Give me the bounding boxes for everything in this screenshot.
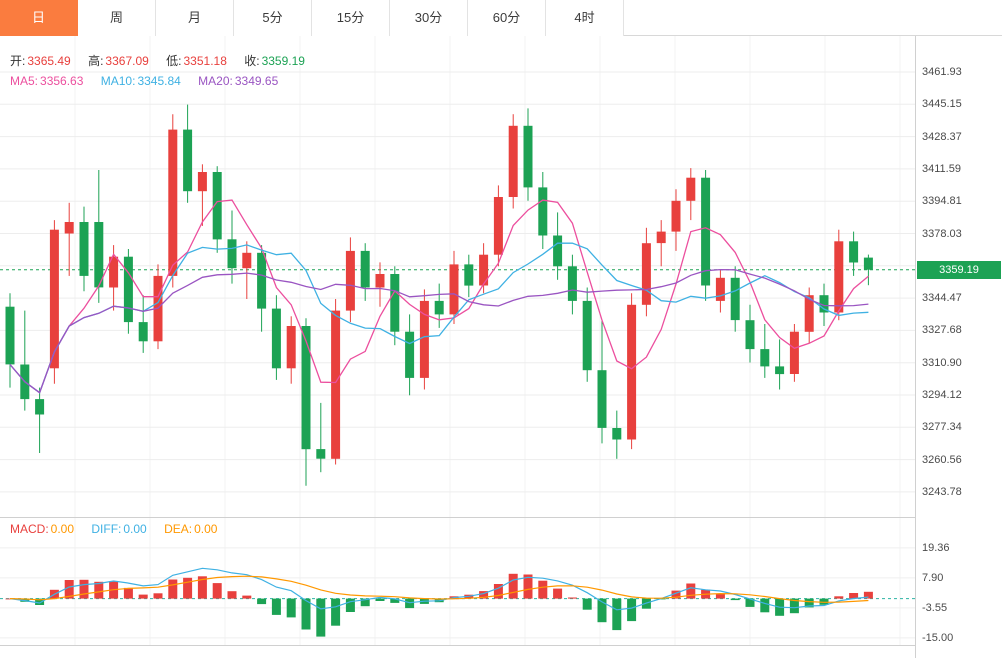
ma-header: MA5: 3356.63 MA10: 3345.84 MA20: 3349.65 — [10, 74, 292, 88]
low-value: 3351.18 — [183, 54, 227, 68]
macd-axis-label: 7.90 — [922, 571, 944, 584]
dea-value: 0.00 — [194, 522, 218, 536]
tab-30分[interactable]: 30分 — [390, 0, 468, 36]
price-axis-label: 3260.56 — [922, 453, 962, 466]
tab-15分[interactable]: 15分 — [312, 0, 390, 36]
tab-月[interactable]: 月 — [156, 0, 234, 36]
open-value: 3365.49 — [27, 54, 71, 68]
price-axis-label: 3394.81 — [922, 195, 962, 208]
macd-value: 0.00 — [50, 522, 75, 536]
bottom-border — [0, 645, 1002, 646]
price-axis-label: 3310.90 — [922, 356, 962, 369]
tab-周[interactable]: 周 — [78, 0, 156, 36]
price-axis-label: 3461.93 — [922, 66, 962, 78]
low-label: 低: — [166, 54, 182, 68]
ma20-label: MA20: — [198, 74, 233, 88]
macd-axis-label: 19.36 — [922, 541, 950, 554]
price-axis-label: 3294.12 — [922, 389, 962, 401]
diff-value: 0.00 — [123, 522, 147, 536]
ma10-value: 3345.84 — [137, 74, 181, 88]
high-value: 3367.09 — [105, 54, 149, 68]
price-axis-label: 3327.68 — [922, 324, 962, 337]
chart-area: 3461.93 3445.15 3428.37 3411.59 3394.81 3378.… — [0, 36, 1002, 658]
diff-label: DIFF: — [91, 522, 122, 536]
macd-axis-label: -15.00 — [922, 631, 954, 644]
candlestick-pane[interactable] — [0, 36, 915, 517]
ohlc-header: 开: 3365.49 高: 3367.09 低: 3351.18 收: 3359.19 — [10, 52, 319, 69]
price-axis-label: 3411.59 — [922, 162, 961, 175]
pane-divider — [0, 517, 1002, 518]
close-label: 收: — [244, 54, 260, 68]
macd-header: MACD: 0.00 DIFF: 0.00 DEA: 0.00 — [10, 522, 231, 536]
ma10-label: MA10: — [100, 74, 136, 88]
tab-5分[interactable]: 5分 — [234, 0, 312, 36]
price-axis-label: 3378.03 — [922, 227, 962, 240]
tab-日[interactable]: 日 — [0, 0, 78, 36]
tab-4时[interactable]: 4时 — [546, 0, 624, 36]
macd-axis-label: -3.55 — [922, 601, 948, 614]
open-label: 开: — [10, 54, 26, 68]
macd-pane[interactable] — [0, 517, 915, 645]
ma20-value: 3349.65 — [234, 74, 279, 88]
tab-60分[interactable]: 60分 — [468, 0, 546, 36]
price-axis-label: 3344.47 — [922, 292, 962, 305]
current-price-tag: 3359.19 — [917, 260, 1001, 279]
dea-label: DEA: — [164, 522, 193, 536]
ma5-label: MA5: — [10, 74, 39, 88]
price-axis-label: 3428.37 — [922, 130, 962, 143]
ma5-value: 3356.63 — [40, 74, 84, 88]
price-axis-label: 3277.34 — [922, 421, 962, 434]
close-value: 3359.19 — [261, 54, 305, 68]
price-axis: 3461.93 3445.15 3428.37 3411.59 3394.81 3378.… — [915, 36, 1002, 658]
macd-label: MACD: — [10, 522, 49, 536]
price-axis-label: 3445.15 — [922, 98, 962, 111]
high-label: 高: — [88, 54, 104, 68]
period-tabbar: 日周月 5分 15分 30分 60分 4时 — [0, 0, 1002, 36]
price-axis-label: 3243.78 — [922, 485, 962, 498]
